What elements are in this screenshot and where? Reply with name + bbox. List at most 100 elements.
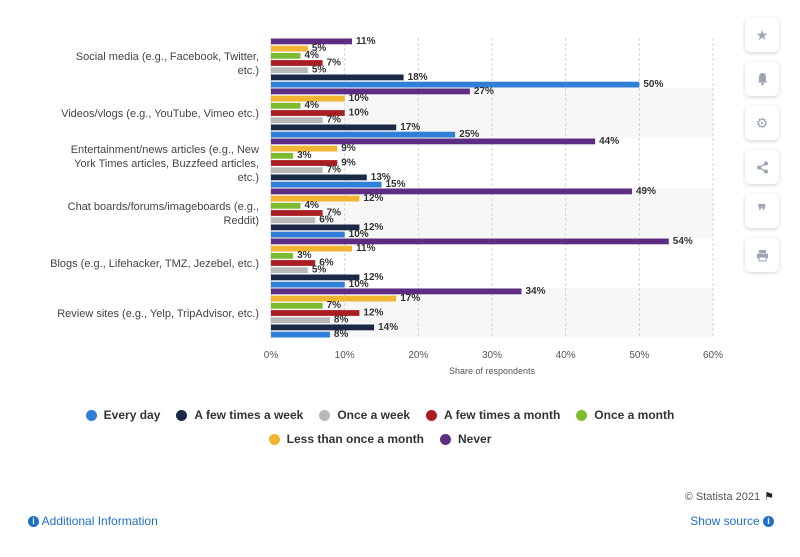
category-label: Review sites (e.g., Yelp, TripAdvisor, e… bbox=[57, 308, 259, 320]
bar bbox=[271, 231, 345, 238]
data-label: 4% bbox=[304, 50, 319, 61]
data-label: 54% bbox=[673, 236, 693, 247]
bar bbox=[271, 38, 353, 45]
bar bbox=[271, 174, 367, 181]
bar bbox=[271, 317, 330, 324]
data-label: 6% bbox=[319, 257, 334, 268]
bar bbox=[271, 124, 397, 131]
bar bbox=[271, 238, 669, 245]
legend-label: A few times a week bbox=[194, 408, 304, 422]
legend-item[interactable]: Less than once a month bbox=[268, 432, 424, 446]
category-label: etc.) bbox=[238, 172, 259, 184]
legend-label: Once a month bbox=[594, 408, 675, 422]
copyright-notice: © Statista 2021 ⚑ bbox=[685, 490, 774, 503]
bar bbox=[271, 217, 316, 224]
data-label: 17% bbox=[400, 122, 420, 133]
gear-icon[interactable]: ⚙ bbox=[745, 106, 779, 140]
legend-item[interactable]: Never bbox=[440, 432, 491, 446]
data-label: 25% bbox=[459, 129, 479, 140]
data-label: 10% bbox=[349, 279, 369, 290]
data-label: 3% bbox=[297, 250, 312, 261]
bar bbox=[271, 195, 360, 202]
data-label: 12% bbox=[363, 193, 383, 204]
data-label: 11% bbox=[356, 243, 376, 254]
bar bbox=[271, 145, 338, 152]
data-label: 14% bbox=[378, 322, 398, 333]
data-label: 7% bbox=[327, 165, 342, 176]
legend-item[interactable]: Every day bbox=[85, 408, 161, 422]
legend-item[interactable]: A few times a week bbox=[176, 408, 303, 422]
legend-label: Never bbox=[458, 432, 492, 446]
data-label: 12% bbox=[363, 307, 383, 318]
data-label: 50% bbox=[643, 79, 663, 90]
share-icon[interactable] bbox=[745, 150, 779, 184]
bar bbox=[271, 45, 308, 52]
data-label: 12% bbox=[363, 272, 383, 283]
data-label: 12% bbox=[363, 222, 383, 233]
bar bbox=[271, 302, 323, 309]
print-icon[interactable] bbox=[745, 238, 779, 272]
data-label: 9% bbox=[341, 143, 356, 154]
x-tick-label: 10% bbox=[335, 350, 355, 361]
legend-label: A few times a month bbox=[444, 408, 561, 422]
show-source-link[interactable]: Show source i bbox=[690, 514, 774, 528]
data-label: 15% bbox=[386, 179, 406, 190]
legend-item[interactable]: Once a month bbox=[576, 408, 674, 422]
legend-label: Once a week bbox=[337, 408, 411, 422]
x-axis-title: Share of respondents bbox=[449, 366, 536, 376]
bar bbox=[271, 131, 456, 138]
bar bbox=[271, 110, 345, 116]
legend-row: Every day A few times a week Once a week A … bbox=[60, 403, 700, 427]
bar bbox=[271, 102, 301, 109]
legend-marker bbox=[426, 409, 438, 421]
bar bbox=[271, 310, 360, 316]
category-label: Reddit) bbox=[224, 215, 259, 227]
data-label: 10% bbox=[349, 107, 369, 118]
x-tick-label: 60% bbox=[703, 350, 723, 361]
data-label: 13% bbox=[371, 172, 391, 183]
category-label: Videos/vlogs (e.g., YouTube, Vimeo etc.) bbox=[61, 108, 259, 120]
legend-label: Every day bbox=[103, 408, 161, 422]
bar bbox=[271, 274, 360, 281]
bar bbox=[271, 260, 316, 266]
data-label: 34% bbox=[525, 286, 545, 297]
bar bbox=[271, 152, 294, 159]
data-label: 8% bbox=[334, 329, 349, 340]
additional-info-label: Additional Information bbox=[41, 514, 158, 528]
data-label: 3% bbox=[297, 150, 312, 161]
category-label: etc.) bbox=[238, 65, 259, 77]
legend-row: Less than once a month Never bbox=[60, 427, 700, 451]
bar bbox=[271, 88, 470, 95]
bar bbox=[271, 331, 330, 338]
info-icon: i bbox=[763, 516, 774, 528]
info-icon: i bbox=[28, 516, 39, 528]
bar bbox=[271, 267, 308, 274]
bell-icon[interactable] bbox=[745, 62, 779, 96]
data-label: 27% bbox=[474, 86, 494, 97]
bar bbox=[271, 181, 382, 188]
legend-marker bbox=[85, 409, 97, 421]
legend-item[interactable]: Once a week bbox=[319, 408, 410, 422]
quote-icon[interactable]: ❞ bbox=[745, 194, 779, 228]
flag-icon[interactable]: ⚑ bbox=[764, 491, 774, 503]
bar bbox=[271, 281, 345, 288]
bar bbox=[271, 74, 404, 81]
data-label: 9% bbox=[341, 157, 356, 168]
data-label: 10% bbox=[349, 229, 369, 240]
x-tick-label: 40% bbox=[556, 350, 576, 361]
data-label: 4% bbox=[304, 100, 319, 111]
data-label: 7% bbox=[327, 300, 342, 311]
bar-chart: 0% 10% 20% 30% 40% 50% 60% Share of respondents… bbox=[50, 36, 723, 376]
legend-marker bbox=[268, 433, 280, 445]
x-tick-label: 30% bbox=[482, 350, 502, 361]
toolbar-sidebar: ★ ⚙ ❞ bbox=[745, 18, 781, 282]
show-source-label: Show source bbox=[690, 514, 760, 528]
additional-info-link[interactable]: i Additional Information bbox=[28, 514, 158, 528]
bar bbox=[271, 288, 522, 295]
legend-item[interactable]: A few times a month bbox=[426, 408, 560, 422]
star-icon[interactable]: ★ bbox=[745, 18, 779, 52]
bar bbox=[271, 81, 640, 88]
data-label: 7% bbox=[327, 115, 342, 126]
bar bbox=[271, 295, 397, 302]
